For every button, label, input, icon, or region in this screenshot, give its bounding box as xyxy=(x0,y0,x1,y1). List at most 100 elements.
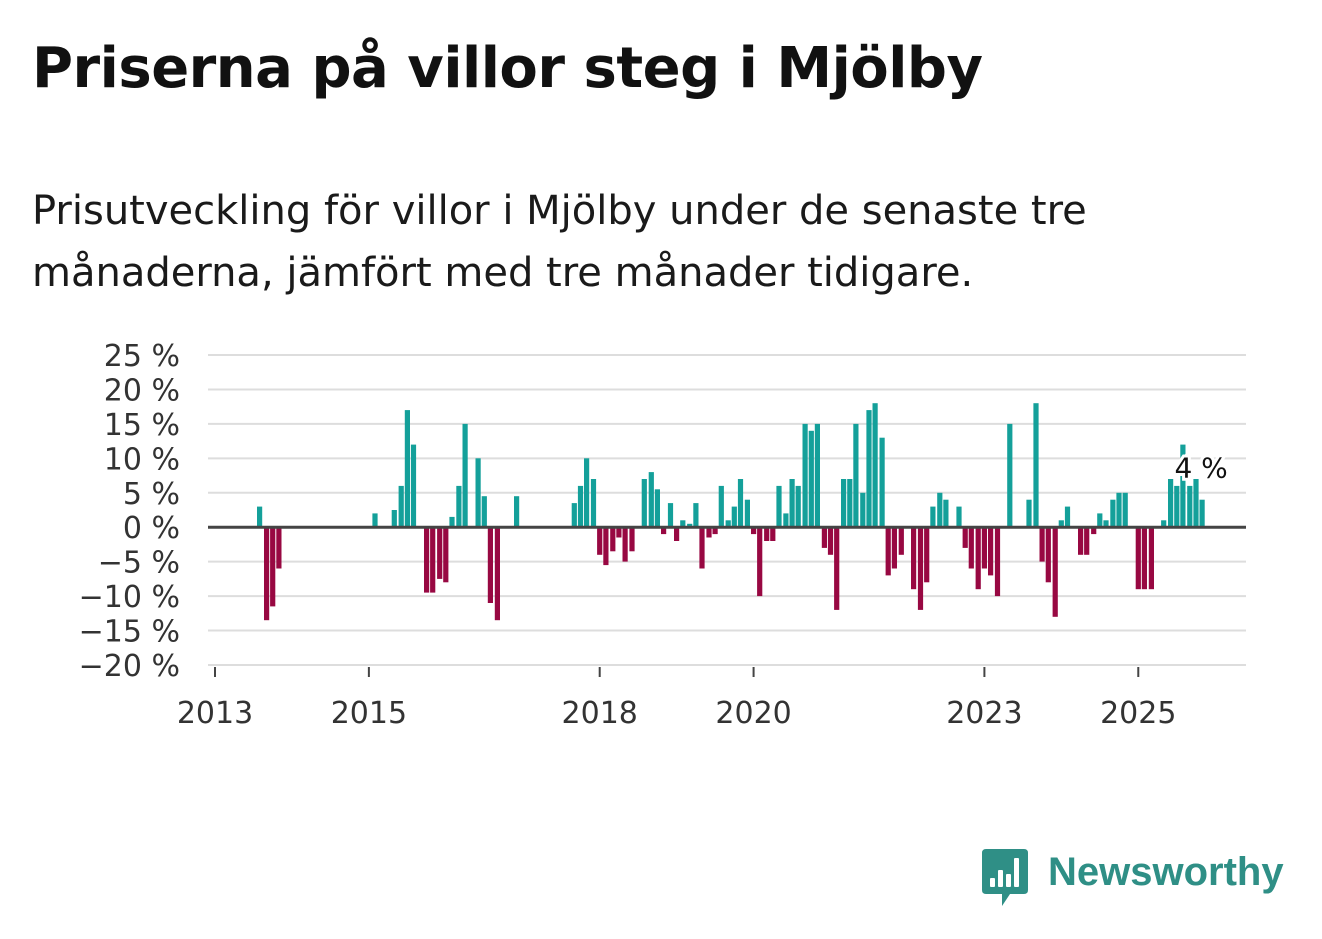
bar xyxy=(577,485,584,528)
bar xyxy=(584,458,590,528)
x-tick-label: 2020 xyxy=(715,696,791,731)
bar xyxy=(1110,499,1116,528)
bar xyxy=(751,527,757,535)
y-tick-label: −5 % xyxy=(98,546,180,581)
bar xyxy=(629,527,635,552)
x-tick-label: 2013 xyxy=(177,696,253,731)
bar xyxy=(725,520,731,528)
bar xyxy=(795,485,801,528)
bar xyxy=(616,527,622,538)
x-tick-label: 2018 xyxy=(562,696,638,731)
annotations: 4 % xyxy=(1171,449,1230,488)
last-value-label: 4 % xyxy=(1174,452,1227,485)
bar xyxy=(667,503,674,528)
bar xyxy=(1039,527,1045,562)
bar xyxy=(680,520,686,528)
bar xyxy=(475,458,481,528)
bar xyxy=(641,479,647,528)
bar xyxy=(1007,423,1013,528)
bar xyxy=(757,527,763,597)
bar xyxy=(917,527,924,610)
bar xyxy=(1026,499,1032,528)
bar xyxy=(264,527,270,621)
bar xyxy=(802,423,808,528)
bar xyxy=(737,479,744,528)
y-tick-label: 0 % xyxy=(123,511,180,546)
bar xyxy=(1097,513,1103,528)
bar xyxy=(988,527,994,576)
y-tick-label: 15 % xyxy=(104,408,180,443)
bar xyxy=(1148,527,1154,590)
x-tick-label: 2015 xyxy=(331,696,407,731)
bar xyxy=(674,527,680,541)
bar xyxy=(1058,520,1064,528)
bar xyxy=(1064,506,1071,528)
bar xyxy=(257,506,263,528)
bar xyxy=(1193,479,1199,528)
bar xyxy=(1033,403,1039,528)
bar xyxy=(1141,527,1147,590)
y-tick-label: 10 % xyxy=(104,442,180,477)
bar xyxy=(654,489,660,528)
bar xyxy=(1174,485,1180,528)
bar xyxy=(404,410,410,528)
bar-chart: 25 %20 %15 %10 %5 %0 %−5 %−10 %−15 %−20 … xyxy=(79,339,1246,731)
bar xyxy=(270,527,276,607)
bar xyxy=(410,444,417,528)
bar xyxy=(424,527,430,593)
y-tick-label: 25 % xyxy=(104,339,180,374)
y-axis: 25 %20 %15 %10 %5 %0 %−5 %−10 %−15 %−20 … xyxy=(79,339,180,684)
grid-lines xyxy=(208,354,1246,666)
bars xyxy=(257,403,1205,621)
newsworthy-logo-icon xyxy=(982,849,1028,906)
bar xyxy=(943,499,949,528)
bar xyxy=(956,506,962,528)
bar xyxy=(1045,527,1051,583)
bar xyxy=(462,423,468,528)
bar xyxy=(699,527,705,569)
bar xyxy=(1122,492,1128,528)
bar xyxy=(731,506,737,528)
bar xyxy=(1116,492,1122,528)
brand-name: Newsworthy xyxy=(1048,850,1284,894)
x-tick-label: 2023 xyxy=(946,696,1022,731)
bar xyxy=(610,527,616,552)
bar xyxy=(968,527,974,569)
bar xyxy=(891,527,897,569)
x-tick-label: 2025 xyxy=(1100,696,1176,731)
y-tick-label: −15 % xyxy=(79,615,180,650)
bar xyxy=(706,527,712,538)
bar xyxy=(661,527,667,535)
bar xyxy=(821,527,827,548)
bar xyxy=(937,492,943,528)
bar xyxy=(398,485,404,528)
bar xyxy=(1168,479,1174,528)
bar xyxy=(981,527,987,569)
y-tick-label: −10 % xyxy=(79,580,180,615)
bar xyxy=(1199,499,1205,528)
bar xyxy=(571,503,577,528)
y-tick-label: 20 % xyxy=(104,373,180,408)
bar xyxy=(443,527,449,583)
bar xyxy=(808,430,814,528)
bar xyxy=(879,437,885,528)
bar xyxy=(911,527,917,590)
chart-subtitle: Prisutveckling för villor i Mjölby under… xyxy=(32,188,1087,296)
brand: Newsworthy xyxy=(980,846,1284,908)
bar xyxy=(687,523,693,528)
x-axis: 2013 2015 2018 2020 2023 2025 xyxy=(177,667,1176,731)
y-tick-label: 5 % xyxy=(123,477,180,512)
bar xyxy=(872,403,878,528)
bar xyxy=(487,527,493,603)
bar xyxy=(603,527,609,566)
bar xyxy=(776,485,782,528)
bar xyxy=(622,527,628,562)
bar xyxy=(590,479,597,528)
bar xyxy=(372,513,378,528)
bar xyxy=(391,510,397,528)
chart-title: Priserna på villor steg i Mjölby xyxy=(32,36,983,101)
bar xyxy=(764,527,770,541)
bar xyxy=(693,503,699,528)
y-tick-label: −20 % xyxy=(79,649,180,684)
bar xyxy=(930,506,936,528)
